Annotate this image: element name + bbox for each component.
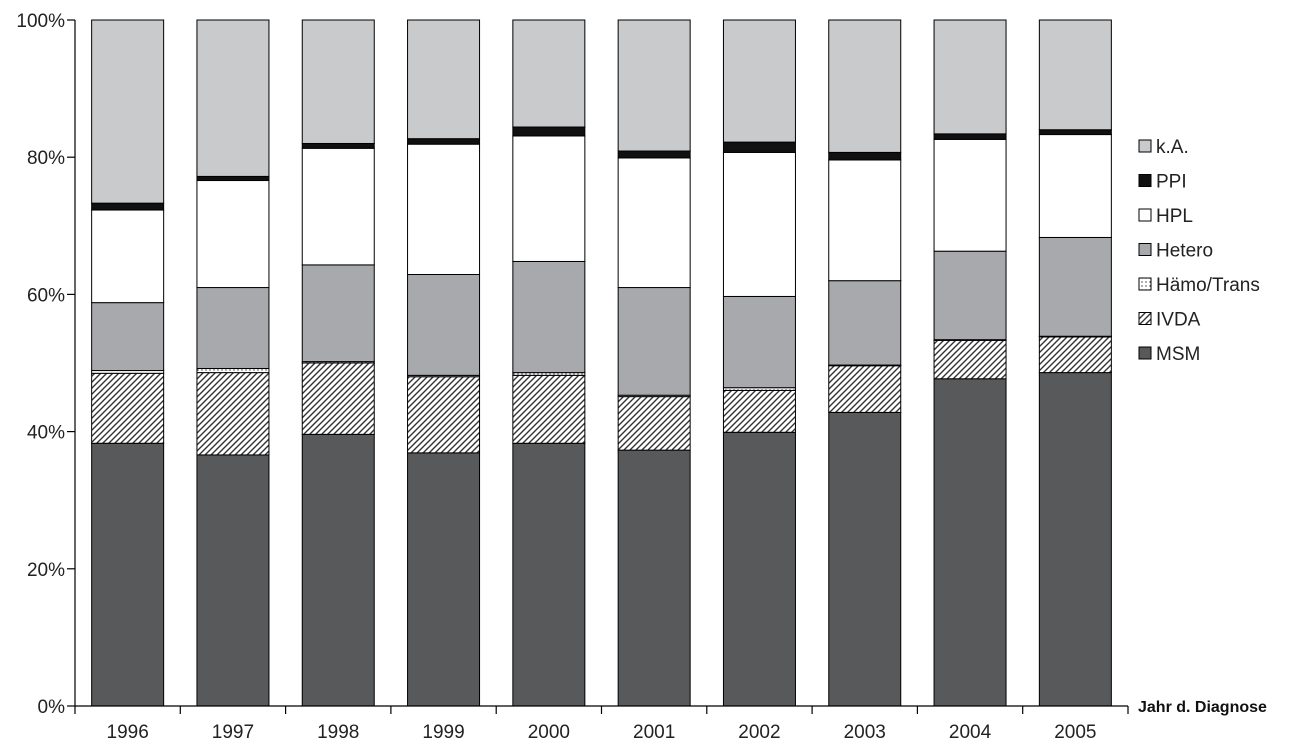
x-tick-label-2004: 2004 <box>949 722 992 743</box>
legend-swatch-hpl <box>1138 208 1152 222</box>
bar-segment-k-a-1998 <box>301 19 375 144</box>
y-tick-label: 80% <box>27 148 65 169</box>
bar-segment-ppi-1999 <box>407 138 481 145</box>
bar-segment-ivda-1998 <box>301 362 375 435</box>
bar-segment-ppi-2002 <box>722 141 796 153</box>
legend-label-ivda: IVDA <box>1156 310 1201 331</box>
bar-segment-hpl-2002 <box>722 151 796 297</box>
bar-segment-hetero-2003 <box>828 280 902 366</box>
y-axis-ticks: 0% 20% 40% 60% 80% 100% <box>16 11 75 718</box>
bar-segment-ppi-2004 <box>933 133 1007 140</box>
bar-segment-msm-2001 <box>617 449 691 707</box>
legend: k.A. PPI HPL Hetero Hämo/Trans IVDA MSM <box>1138 137 1260 365</box>
legend-label-msm: MSM <box>1156 344 1200 365</box>
bar-segment-hpl-2000 <box>512 135 586 262</box>
bar-segment-hetero-1996 <box>91 302 165 372</box>
bar-segment-ppi-2001 <box>617 150 691 159</box>
legend-label-k-a: k.A. <box>1156 137 1189 158</box>
bar-segment-msm-1996 <box>91 442 165 707</box>
bar-segment-k-a-1999 <box>407 19 481 140</box>
bar-segment-msm-2004 <box>933 378 1007 707</box>
y-tick-label: 40% <box>27 423 65 444</box>
bar-segment-hetero-2000 <box>512 260 586 374</box>
bar-segment-hetero-1997 <box>196 287 270 369</box>
x-tick-label-2005: 2005 <box>1054 722 1096 743</box>
bar-segment-k-a-1996 <box>91 19 165 204</box>
y-tick-label: 100% <box>16 11 65 32</box>
bar-segment-hpl-2004 <box>933 138 1007 252</box>
bar-segment-ivda-2000 <box>512 374 586 444</box>
legend-label-hpl: HPL <box>1156 206 1193 227</box>
bar-segment-ppi-1998 <box>301 142 375 149</box>
legend-swatch-k-a <box>1138 139 1152 153</box>
x-tick-label-1999: 1999 <box>422 722 464 743</box>
y-tick-label: 0% <box>38 697 66 718</box>
legend-swatch-ppi <box>1138 174 1152 187</box>
bar-segment-msm-1998 <box>301 433 375 707</box>
bar-segment-hpl-1999 <box>407 143 481 276</box>
legend-label-hamo-trans: Hämo/Trans <box>1156 275 1260 296</box>
bar-segment-hetero-2004 <box>933 250 1007 341</box>
y-tick-label: 60% <box>27 285 65 306</box>
bar-segment-ivda-2004 <box>933 339 1007 380</box>
bar-segment-hpl-1998 <box>301 147 375 266</box>
y-tick-label: 20% <box>27 560 65 581</box>
bar-segment-ivda-2001 <box>617 396 691 451</box>
bar-segment-msm-1999 <box>407 452 481 707</box>
bar-segment-hpl-1997 <box>196 180 270 289</box>
legend-swatch-hetero <box>1138 243 1152 256</box>
bar-segment-msm-2000 <box>512 442 586 707</box>
bar-segment-k-a-2001 <box>617 19 691 152</box>
bar-segment-hetero-1999 <box>407 274 481 376</box>
bar-segment-k-a-2005 <box>1038 19 1112 131</box>
legend-swatch-msm <box>1138 346 1152 360</box>
bar-segment-hpl-2001 <box>617 157 691 289</box>
bar-segment-k-a-1997 <box>196 19 270 177</box>
legend-swatch-ivda <box>1138 312 1152 325</box>
bar-segment-msm-1997 <box>196 454 270 707</box>
bars-layer <box>91 19 1112 707</box>
bar-segment-ppi-2005 <box>1038 129 1112 136</box>
bar-segment-ivda-1999 <box>407 376 481 454</box>
bar-segment-ppi-1996 <box>91 202 165 211</box>
bar-segment-k-a-2000 <box>512 19 586 128</box>
bar-segment-msm-2003 <box>828 411 902 707</box>
legend-swatch-hamo-trans <box>1138 277 1152 291</box>
x-tick-label-1997: 1997 <box>212 722 254 743</box>
bar-segment-hpl-2003 <box>828 159 902 282</box>
x-tick-label-2002: 2002 <box>738 722 780 743</box>
bar-segment-ppi-2003 <box>828 151 902 161</box>
x-tick-label-2003: 2003 <box>844 722 886 743</box>
bar-segment-ppi-1997 <box>196 175 270 182</box>
bar-segment-ivda-1997 <box>196 372 270 456</box>
bar-segment-k-a-2003 <box>828 19 902 153</box>
bar-segment-ivda-2002 <box>722 389 796 433</box>
bar-segment-hpl-1996 <box>91 209 165 304</box>
bar-segment-hetero-1998 <box>301 264 375 363</box>
bar-segment-ivda-1996 <box>91 372 165 444</box>
x-axis-ticks: 1996 1997 1998 1999 2000 2001 2002 2003 2004 2005 <box>74 706 1129 743</box>
legend-label-hetero: Hetero <box>1156 241 1213 262</box>
bar-segment-ivda-2005 <box>1038 336 1112 374</box>
x-tick-label-2001: 2001 <box>633 722 675 743</box>
bar-segment-hetero-2002 <box>722 295 796 389</box>
bar-segment-ppi-2000 <box>512 126 586 137</box>
bar-segment-k-a-2002 <box>722 19 796 143</box>
x-tick-label-1996: 1996 <box>107 722 149 743</box>
legend-label-ppi: PPI <box>1156 172 1187 193</box>
x-tick-label-2000: 2000 <box>528 722 570 743</box>
bar-segment-msm-2005 <box>1038 372 1112 707</box>
bar-segment-ivda-2003 <box>828 365 902 413</box>
x-axis-title: Jahr d. Diagnose <box>1138 699 1267 716</box>
bar-segment-hpl-2005 <box>1038 134 1112 238</box>
bar-segment-hetero-2001 <box>617 287 691 396</box>
bar-segment-hetero-2005 <box>1038 236 1112 337</box>
bar-segment-msm-2002 <box>722 431 796 707</box>
bar-segment-hamo-trans-1997 <box>196 367 270 374</box>
bar-segment-k-a-2004 <box>933 19 1007 135</box>
x-tick-label-1998: 1998 <box>317 722 359 743</box>
